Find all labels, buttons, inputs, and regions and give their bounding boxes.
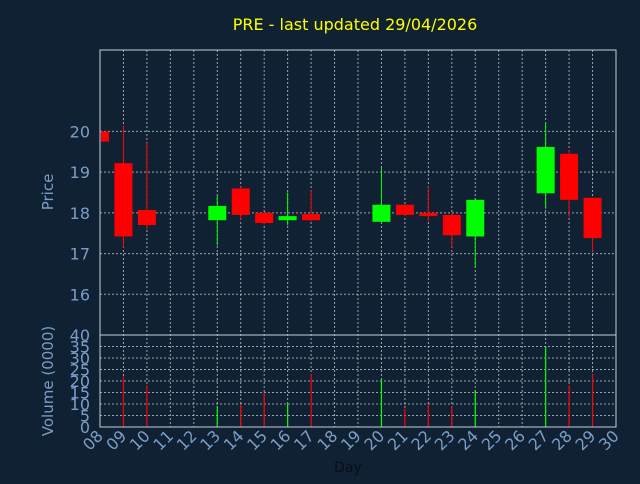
candles-layer	[99, 122, 602, 268]
volume-tick-label: 5	[80, 407, 90, 426]
price-tick-label: 17	[70, 245, 90, 264]
candle-body	[302, 214, 321, 221]
candle-body	[466, 199, 485, 237]
candle-body	[560, 153, 579, 200]
candle-body	[231, 188, 250, 215]
volume-axis-label: Volume (0000)	[39, 326, 57, 436]
volume-tick-label: 10	[70, 395, 90, 414]
volume-tick-label: 30	[70, 349, 90, 368]
price-tick-label: 19	[70, 163, 90, 182]
candle-body	[419, 212, 438, 217]
candle-body	[114, 163, 133, 237]
chart-title: PRE - last updated 29/04/2026	[233, 15, 478, 34]
candle-body	[278, 216, 297, 221]
price-tick-label: 18	[70, 204, 90, 223]
candle-body	[208, 205, 227, 221]
candle-body	[101, 131, 109, 142]
candle-body	[536, 146, 555, 194]
candle-body	[395, 204, 414, 215]
grid-layer	[100, 50, 616, 427]
price-tick-label: 16	[70, 285, 90, 304]
candle-body	[442, 214, 461, 236]
candle-body	[137, 210, 156, 226]
volume-tick-label: 25	[70, 361, 90, 380]
candle-body	[372, 204, 391, 222]
candle-body	[255, 212, 274, 224]
volume-tick-label: 15	[70, 384, 90, 403]
volume-tick-label: 40	[70, 326, 90, 345]
volume-tick-label: 35	[70, 338, 90, 357]
volume-layer	[122, 346, 594, 427]
price-tick-label: 20	[70, 122, 90, 141]
candle-body	[583, 197, 602, 239]
price-axis-label: Price	[39, 174, 57, 211]
day-axis-label: Day	[334, 460, 362, 476]
frame-layer	[99, 49, 617, 428]
volume-tick-label: 20	[70, 372, 90, 391]
volume-tick-label: 0	[80, 418, 90, 437]
day-tick-label: 30	[595, 426, 623, 454]
plot-frame	[99, 49, 617, 428]
